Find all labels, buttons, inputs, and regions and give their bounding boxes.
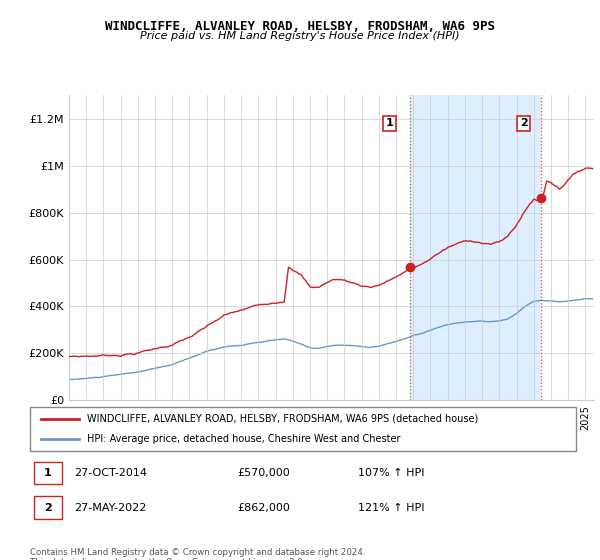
Text: £862,000: £862,000 <box>238 503 290 513</box>
Text: WINDCLIFFE, ALVANLEY ROAD, HELSBY, FRODSHAM, WA6 9PS (detached house): WINDCLIFFE, ALVANLEY ROAD, HELSBY, FRODS… <box>88 414 479 424</box>
Text: 27-OCT-2014: 27-OCT-2014 <box>74 468 146 478</box>
FancyBboxPatch shape <box>34 497 62 519</box>
Text: 1: 1 <box>386 118 394 128</box>
FancyBboxPatch shape <box>30 407 576 451</box>
Text: 1: 1 <box>44 468 52 478</box>
FancyBboxPatch shape <box>34 461 62 484</box>
Text: £570,000: £570,000 <box>238 468 290 478</box>
Text: Contains HM Land Registry data © Crown copyright and database right 2024.
This d: Contains HM Land Registry data © Crown c… <box>30 548 365 560</box>
Text: 2: 2 <box>44 503 52 513</box>
Text: Price paid vs. HM Land Registry's House Price Index (HPI): Price paid vs. HM Land Registry's House … <box>140 31 460 41</box>
Text: 2: 2 <box>520 118 527 128</box>
Bar <box>410 95 541 400</box>
Text: 121% ↑ HPI: 121% ↑ HPI <box>358 503 424 513</box>
Text: HPI: Average price, detached house, Cheshire West and Chester: HPI: Average price, detached house, Ches… <box>88 434 401 444</box>
Text: 107% ↑ HPI: 107% ↑ HPI <box>358 468 424 478</box>
Text: 27-MAY-2022: 27-MAY-2022 <box>74 503 146 513</box>
Text: WINDCLIFFE, ALVANLEY ROAD, HELSBY, FRODSHAM, WA6 9PS: WINDCLIFFE, ALVANLEY ROAD, HELSBY, FRODS… <box>105 20 495 32</box>
